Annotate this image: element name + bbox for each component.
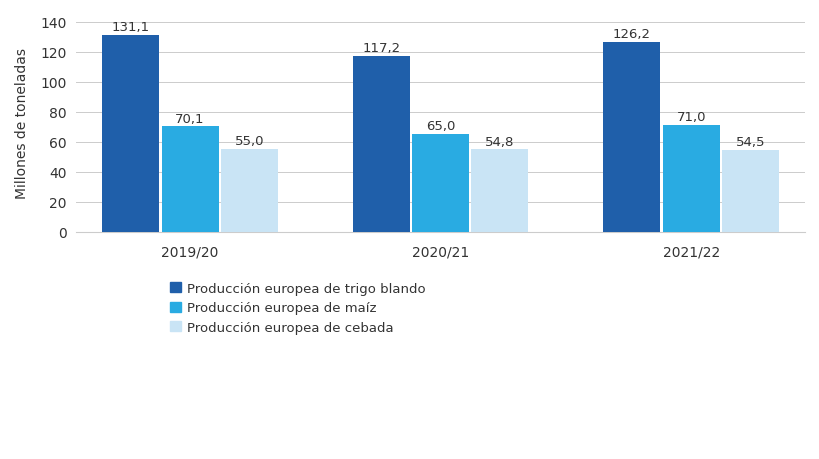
Bar	[102, 36, 159, 232]
Bar	[471, 150, 527, 232]
Legend: Producción europea de trigo blando, Producción europea de maíz, Producción europ: Producción europea de trigo blando, Prod…	[170, 282, 426, 334]
Text: 54,8: 54,8	[485, 135, 514, 148]
Bar	[412, 135, 468, 232]
Text: 131,1: 131,1	[111, 21, 150, 34]
Y-axis label: Millones de toneladas: Millones de toneladas	[15, 48, 29, 199]
Bar	[721, 151, 778, 232]
Text: 117,2: 117,2	[362, 42, 400, 55]
Text: 65,0: 65,0	[425, 120, 455, 133]
Bar	[220, 150, 278, 232]
Text: 126,2: 126,2	[612, 28, 650, 41]
Text: 71,0: 71,0	[676, 111, 705, 124]
Text: 54,5: 54,5	[735, 136, 764, 149]
Bar	[603, 43, 659, 232]
Text: 55,0: 55,0	[234, 135, 264, 148]
Bar	[662, 126, 719, 232]
Text: 70,1: 70,1	[175, 112, 205, 125]
Bar	[161, 127, 219, 232]
Bar	[352, 56, 410, 232]
